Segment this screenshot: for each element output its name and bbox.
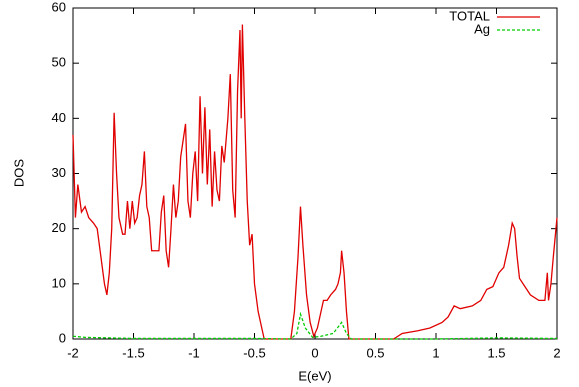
x-tick-label: -1 [188,345,200,360]
series-line [72,311,558,340]
x-tick-label: -1.5 [122,345,144,360]
y-axis-label: DOS [11,159,26,188]
y-tick-label: 40 [52,110,66,125]
x-tick-label: 2 [553,345,560,360]
x-tick-label: 0.5 [366,345,384,360]
x-tick-label: -0.5 [243,345,265,360]
x-tick-label: 1 [432,345,439,360]
y-tick-label: 10 [52,275,66,290]
x-tick-label: 1.5 [487,345,505,360]
y-tick-label: 30 [52,165,66,180]
x-axis-label: E(eV) [298,368,331,383]
legend-label: Ag [474,21,490,36]
x-tick-label: -2 [67,345,79,360]
series-line [72,24,558,340]
x-tick-label: 0 [311,345,318,360]
y-tick-label: 50 [52,55,66,70]
y-tick-label: 0 [59,330,66,345]
y-tick-label: 60 [52,0,66,14]
legend-label: TOTAL [449,8,490,23]
y-tick-label: 20 [52,220,66,235]
